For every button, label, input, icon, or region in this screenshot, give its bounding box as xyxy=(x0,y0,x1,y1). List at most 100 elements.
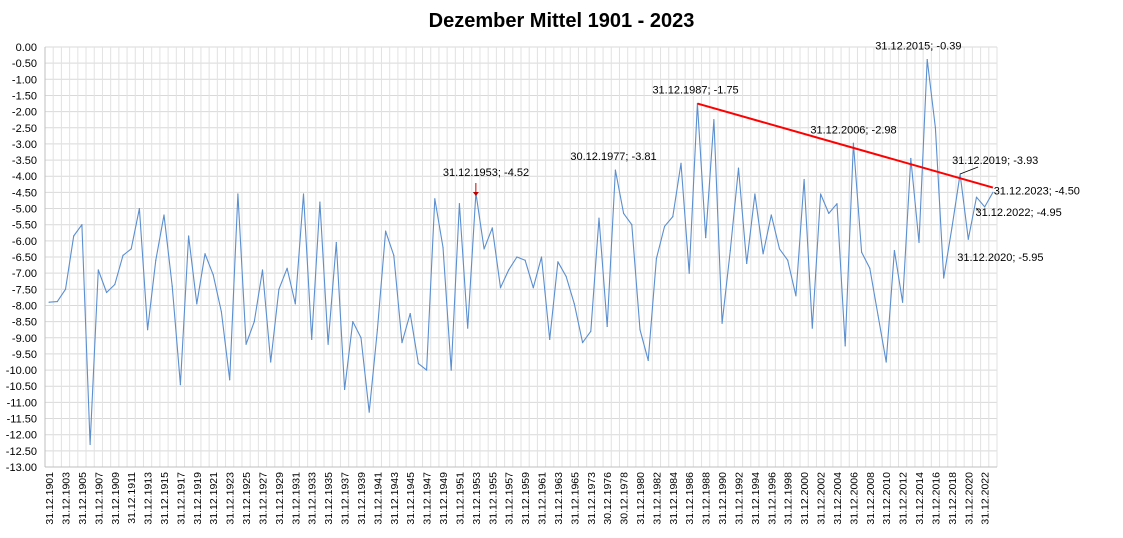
data-point xyxy=(409,312,411,315)
y-tick-label: -6.00 xyxy=(12,236,37,248)
y-tick-label: -1.50 xyxy=(12,90,37,102)
data-point xyxy=(360,337,362,339)
data-point xyxy=(680,162,682,164)
data-point xyxy=(770,214,772,216)
trend-line xyxy=(697,102,994,189)
data-point xyxy=(836,203,838,205)
data-point xyxy=(278,288,280,290)
data-point xyxy=(491,227,493,229)
x-tick-label: 31.12.2000 xyxy=(799,472,811,525)
data-point xyxy=(811,327,813,329)
x-tick-label: 31.12.1939 xyxy=(356,472,368,525)
x-tick-label: 31.12.1935 xyxy=(323,472,335,525)
x-tick-label: 31.12.1953 xyxy=(471,472,483,525)
data-point xyxy=(122,254,124,256)
y-tick-label: -7.00 xyxy=(12,268,37,280)
data-point xyxy=(910,157,912,160)
data-point xyxy=(327,343,329,345)
y-tick-label: -10.00 xyxy=(6,365,37,377)
data-point xyxy=(237,193,239,195)
data-point xyxy=(130,248,132,250)
x-tick-label: 31.12.2016 xyxy=(930,472,942,525)
data-label: 31.12.2006; -2.98 xyxy=(810,124,896,136)
data-point xyxy=(508,269,510,271)
data-point xyxy=(860,251,863,253)
data-point xyxy=(787,259,789,261)
data-point xyxy=(672,216,674,218)
data-point xyxy=(705,237,707,239)
x-tick-label: 30.12.1976 xyxy=(602,472,614,525)
y-tick-label: -8.00 xyxy=(12,300,37,312)
data-point xyxy=(73,235,75,237)
data-point xyxy=(442,246,444,248)
x-tick-label: 31.12.1984 xyxy=(668,472,680,525)
y-tick-label: -7.50 xyxy=(12,284,37,296)
x-tick-label: 31.12.1963 xyxy=(553,472,565,525)
data-point xyxy=(56,300,58,303)
x-tick-label: 31.12.2002 xyxy=(816,472,828,525)
data-point xyxy=(376,329,378,331)
data-point xyxy=(516,256,518,258)
data-point xyxy=(319,201,321,203)
x-tick-label: 31.12.1992 xyxy=(733,472,745,525)
x-tick-label: 31.12.1986 xyxy=(684,472,696,525)
data-point xyxy=(893,249,896,252)
data-point xyxy=(852,142,854,144)
data-point xyxy=(844,345,846,347)
y-tick-label: 0.00 xyxy=(16,42,37,54)
data-point xyxy=(212,274,214,276)
data-point xyxy=(524,259,526,261)
data-point xyxy=(918,241,920,244)
x-tick-label: 31.12.1955 xyxy=(487,472,499,525)
data-point xyxy=(261,269,264,271)
y-tick-label: -3.00 xyxy=(12,139,37,151)
data-point xyxy=(81,224,83,226)
data-point xyxy=(393,254,395,256)
trend-layer xyxy=(697,102,994,189)
x-tick-label: 31.12.1998 xyxy=(783,472,795,525)
data-point xyxy=(729,249,731,252)
data-point xyxy=(655,258,658,260)
data-point xyxy=(270,361,272,363)
y-tick-label: -10.50 xyxy=(6,381,37,393)
data-point xyxy=(803,178,805,181)
x-tick-label: 31.12.2008 xyxy=(865,472,877,525)
data-point xyxy=(639,329,641,331)
annotations: 31.12.2015; -0.39 31.12.1987; -1.75 31.12.… xyxy=(443,41,1080,265)
data-point xyxy=(105,291,108,294)
y-tick-label: -1.00 xyxy=(12,74,37,86)
data-point xyxy=(598,217,600,219)
data-label: 31.12.1953; -4.52 xyxy=(443,167,529,179)
data-point xyxy=(114,283,116,286)
x-tick-label: 31.12.1929 xyxy=(274,472,286,525)
data-point xyxy=(171,285,173,287)
x-tick-label: 31.12.1965 xyxy=(569,472,581,525)
data-point xyxy=(146,329,149,331)
x-tick-label: 31.12.2004 xyxy=(832,472,844,525)
data-point xyxy=(532,287,534,289)
x-tick-label: 31.12.1909 xyxy=(110,472,122,525)
x-tick-label: 31.12.1921 xyxy=(208,472,220,525)
data-point xyxy=(138,207,140,210)
y-tick-label: -11.00 xyxy=(7,397,37,409)
x-tick-label: 31.12.1957 xyxy=(504,472,516,525)
y-tick-label: -5.50 xyxy=(12,220,37,232)
data-point xyxy=(335,241,337,244)
data-point xyxy=(688,272,690,274)
y-tick-label: -8.50 xyxy=(12,317,37,329)
x-tick-label: 30.12.1978 xyxy=(619,472,631,525)
data-point xyxy=(245,343,247,345)
chart-title: Dezember Mittel 1901 - 2023 xyxy=(428,10,695,32)
data-point xyxy=(869,267,871,269)
data-point xyxy=(458,203,461,205)
x-tick-label: 31.12.1915 xyxy=(159,472,171,525)
data-point xyxy=(450,369,452,371)
y-tick-label: -12.50 xyxy=(6,446,37,458)
data-point xyxy=(631,224,633,226)
axes: 0.00 -0.50 -1.00 -1.50 -2.00 -2.50 -3.00 -3.50 -… xyxy=(6,42,997,525)
data-point xyxy=(664,225,666,227)
data-point xyxy=(155,259,157,261)
data-point xyxy=(614,169,616,171)
data-point xyxy=(311,338,313,340)
